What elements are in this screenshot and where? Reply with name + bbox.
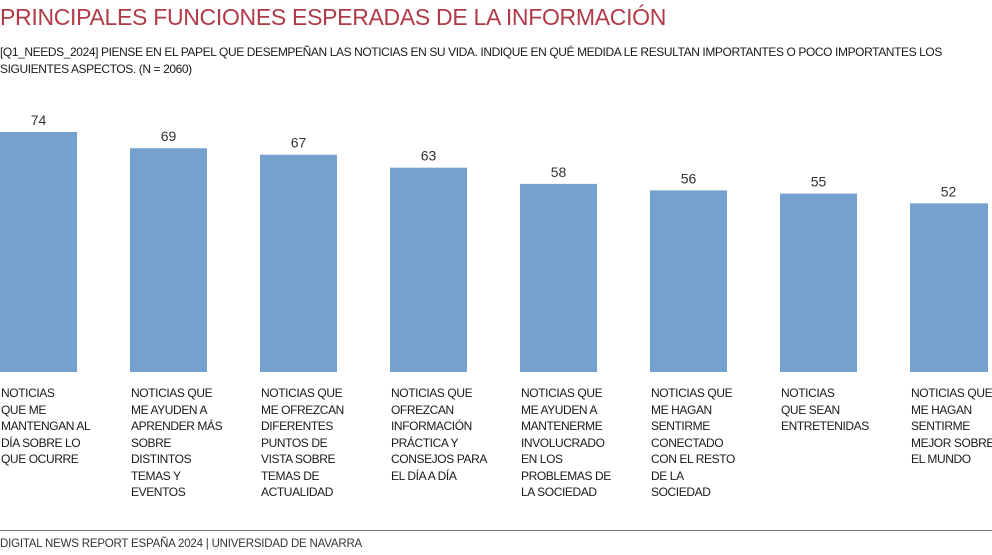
footer-divider [0,530,992,531]
category-label: NOTICIAS QUE ME AYUDEN A MANTENERME INVO… [521,386,611,499]
footer-source: DIGITAL NEWS REPORT ESPAÑA 2024 | UNIVER… [0,538,363,550]
bar [260,154,337,372]
category-label: NOTICIAS QUE ME HAGAN SENTIRME CONECTADO… [651,386,735,499]
bar-chart: 74 69 67 63 58 56 55 52 [0,112,988,372]
data-label: 74 [31,112,47,128]
chart-title: PRINCIPALES FUNCIONES ESPERADAS DE LA IN… [0,4,667,30]
data-label: 56 [681,170,697,186]
bar [0,132,77,372]
bar [650,190,727,372]
data-label: 63 [421,148,437,164]
bar [520,183,597,372]
category-label: NOTICIAS QUE ME HAGAN SENTIRME MEJOR SOB… [911,386,992,466]
category-label: NOTICIAS QUE SEAN ENTRETENIDAS [781,386,869,433]
chart-subtitle: [Q1_NEEDS_2024] PIENSE EN EL PAPEL QUE D… [0,45,942,76]
category-label: NOTICIAS QUE ME OFREZCAN DIFERENTES PUNT… [261,386,344,499]
data-label: 69 [161,128,177,144]
category-label: NOTICIAS QUE ME MANTENGAN AL DÍA SOBRE L… [1,386,91,466]
bar [780,193,857,372]
data-label: 55 [811,174,827,190]
bar [130,148,207,372]
category-label: NOTICIAS QUE ME AYUDEN A APRENDER MÁS SO… [131,386,223,499]
bar [910,203,988,372]
data-label: 67 [291,135,307,151]
bar [390,167,467,372]
data-label: 58 [551,164,567,180]
category-label: NOTICIAS QUE OFREZCAN INFORMACIÓN PRÁCTI… [391,386,487,483]
data-label: 52 [941,183,957,199]
